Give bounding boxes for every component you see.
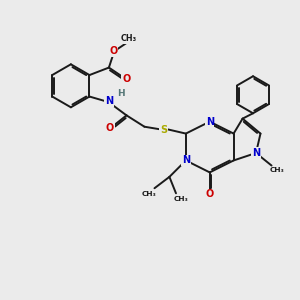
Text: O: O bbox=[122, 74, 130, 84]
Text: N: N bbox=[252, 148, 260, 158]
Text: H: H bbox=[117, 89, 124, 98]
Text: N: N bbox=[105, 96, 113, 106]
Text: S: S bbox=[160, 125, 167, 135]
Text: CH₃: CH₃ bbox=[120, 34, 136, 43]
Text: O: O bbox=[206, 190, 214, 200]
Text: CH₃: CH₃ bbox=[174, 196, 189, 202]
Text: N: N bbox=[206, 117, 214, 127]
Text: O: O bbox=[106, 123, 114, 133]
Text: O: O bbox=[110, 46, 118, 56]
Text: CH₃: CH₃ bbox=[142, 190, 157, 196]
Text: CH₃: CH₃ bbox=[269, 167, 284, 173]
Text: N: N bbox=[182, 155, 190, 166]
